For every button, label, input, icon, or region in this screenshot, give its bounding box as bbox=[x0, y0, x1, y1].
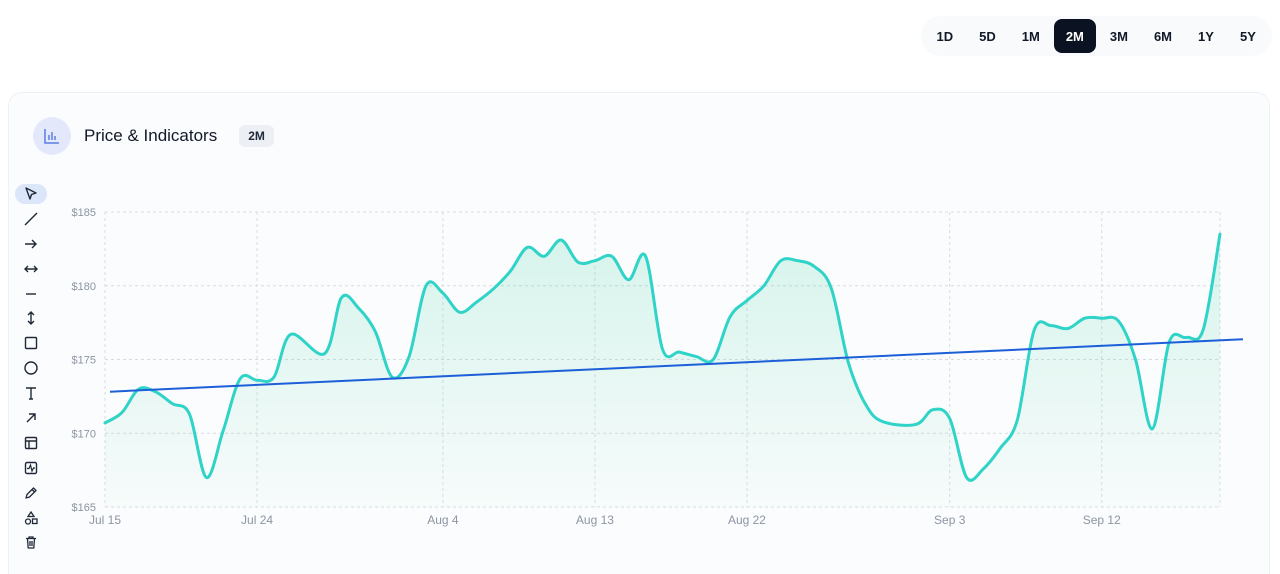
shapes-icon bbox=[24, 510, 38, 525]
circle-icon bbox=[24, 361, 38, 375]
indicator-tool[interactable] bbox=[15, 458, 47, 478]
diagonal-line-icon bbox=[24, 212, 38, 226]
layout-icon bbox=[24, 436, 38, 450]
range-tab-3m[interactable]: 3M bbox=[1109, 28, 1128, 44]
arrow-tool[interactable] bbox=[15, 234, 47, 254]
layout-tool[interactable] bbox=[15, 433, 47, 453]
price-area-fill bbox=[105, 234, 1220, 507]
pen-icon bbox=[25, 487, 37, 499]
y-tick-label: $185 bbox=[72, 207, 96, 219]
trend-line bbox=[109, 338, 1244, 393]
arrow-up-right-icon bbox=[26, 413, 36, 423]
horizontal-line-tool[interactable] bbox=[15, 284, 47, 304]
range-tab-1d[interactable]: 1D bbox=[936, 28, 954, 44]
x-tick-label: Jul 24 bbox=[241, 513, 273, 527]
arrow-right-icon bbox=[25, 239, 37, 249]
cursor-icon bbox=[25, 187, 37, 200]
activity-icon bbox=[24, 461, 38, 474]
text-tool[interactable] bbox=[15, 383, 47, 403]
y-tick-label: $170 bbox=[72, 428, 96, 440]
circle-tool[interactable] bbox=[15, 358, 47, 378]
y-tick-label: $165 bbox=[72, 502, 96, 514]
double-arrow-horizontal-icon bbox=[24, 265, 38, 273]
range-tab-6m[interactable]: 6M bbox=[1153, 28, 1172, 44]
x-tick-label: Sep 3 bbox=[934, 513, 966, 527]
range-tab-1m[interactable]: 1M bbox=[1021, 28, 1040, 44]
bar-chart-icon bbox=[33, 117, 71, 155]
vertical-line-tool[interactable] bbox=[15, 308, 47, 328]
cursor-tool[interactable] bbox=[15, 184, 47, 204]
card-header: Price & Indicators 2M bbox=[33, 117, 274, 155]
horizontal-line-icon bbox=[26, 292, 36, 295]
delete-tool[interactable] bbox=[15, 532, 47, 552]
rectangle-tool[interactable] bbox=[15, 333, 47, 353]
shapes-tool[interactable] bbox=[15, 508, 47, 528]
x-tick-label: Sep 12 bbox=[1083, 513, 1121, 527]
x-tick-label: Jul 15 bbox=[89, 513, 121, 527]
x-tick-label: Aug 13 bbox=[576, 513, 614, 527]
extended-line-tool[interactable] bbox=[15, 259, 47, 279]
trash-icon bbox=[26, 536, 36, 550]
x-tick-label: Aug 4 bbox=[427, 513, 459, 527]
brush-tool[interactable] bbox=[15, 483, 47, 503]
y-tick-label: $180 bbox=[72, 281, 96, 293]
time-range-selector: 1D 5D 1M 2M 3M 6M 1Y 5Y bbox=[920, 16, 1272, 56]
text-icon bbox=[26, 387, 36, 400]
double-arrow-vertical-icon bbox=[27, 311, 35, 326]
range-tab-5d[interactable]: 5D bbox=[979, 28, 996, 44]
rectangle-icon bbox=[24, 337, 38, 350]
range-tab-2m[interactable]: 2M bbox=[1053, 19, 1096, 53]
range-badge: 2M bbox=[239, 125, 274, 147]
price-line bbox=[103, 232, 1222, 482]
range-tab-1y[interactable]: 1Y bbox=[1198, 28, 1214, 44]
y-tick-label: $175 bbox=[72, 355, 96, 367]
x-tick-label: Aug 22 bbox=[728, 513, 766, 527]
drawing-toolbar bbox=[14, 184, 48, 557]
ray-tool[interactable] bbox=[15, 408, 47, 428]
range-tab-5y[interactable]: 5Y bbox=[1240, 28, 1256, 44]
card-title: Price & Indicators bbox=[84, 126, 218, 145]
line-tool[interactable] bbox=[15, 209, 47, 229]
